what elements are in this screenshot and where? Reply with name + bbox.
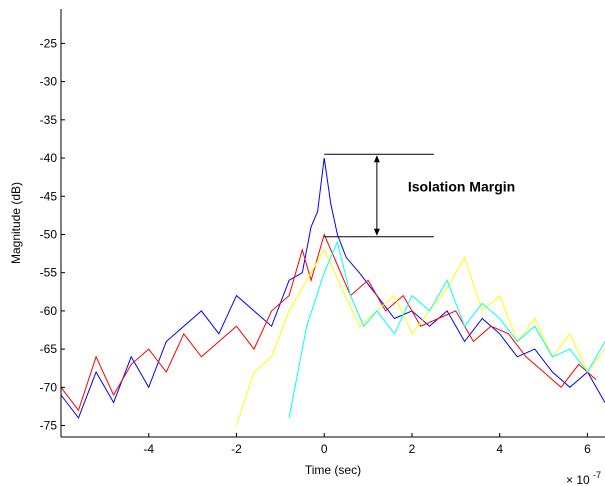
y-tick-label: -50 [40,227,58,241]
x-tick-label: 4 [496,442,503,456]
y-axis-label: Magnitude (dB) [9,182,23,264]
y-tick-label: -70 [40,380,58,394]
x-tick-label: 0 [321,442,328,456]
x-multiplier-base: × 10 [566,473,590,486]
plot-area [61,9,605,437]
y-tick-label: -60 [40,304,58,318]
x-axis-label: Time (sec) [305,463,361,477]
y-tick-label: -40 [40,151,58,165]
y-tick-label: -65 [40,342,58,356]
y-tick-label: -30 [40,75,58,89]
x-tick-label: -2 [231,442,242,456]
x-tick-label: -4 [143,442,154,456]
y-tick-label: -35 [40,113,58,127]
annotation-layer: Isolation Margin [324,153,515,238]
x-tick-label: 6 [584,442,591,456]
series-line-2 [60,233,597,412]
axes: -25 -30 -35 -40 -45 -50 -55 -60 -65 -70 -75 -4 -2 0 2 4… [40,9,605,456]
series-layer [60,157,605,426]
y-tick-label: -45 [40,189,58,203]
margin-arrow-head-up [373,155,380,163]
margin-arrow-head-down [373,228,380,236]
series-line-3 [236,248,605,426]
y-tick-label: -75 [40,419,58,433]
y-tick-label: -55 [40,266,58,280]
x-tick-label: 2 [409,442,416,456]
series-line-1 [60,157,605,419]
isolation-margin-label: Isolation Margin [408,178,515,194]
x-multiplier-exponent: -7 [593,470,601,480]
series-line-4 [288,240,605,418]
y-tick-label: -25 [40,36,58,50]
x-multiplier: × 10 -7 [566,470,601,486]
